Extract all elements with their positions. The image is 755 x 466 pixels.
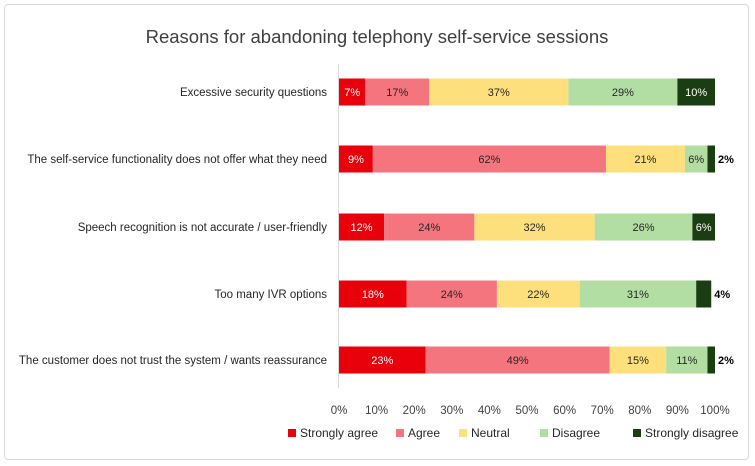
bar-strongly-disagree <box>707 145 715 173</box>
category-label: The self-service functionality does not … <box>27 154 327 166</box>
bar-strongly-agree <box>339 280 407 308</box>
x-tick-label: 40% <box>478 405 501 417</box>
data-label: 17% <box>386 87 408 99</box>
legend-swatch-agree <box>396 429 404 437</box>
bar-strongly-agree <box>339 213 385 241</box>
bar-disagree <box>594 213 693 241</box>
data-label: 11% <box>676 355 697 367</box>
x-tick-label: 20% <box>403 405 426 417</box>
data-label: 9% <box>348 154 364 166</box>
bar-neutral <box>605 145 685 173</box>
legend: Strongly agree Agree Neutral Disagree Strong… <box>288 426 739 440</box>
legend-label-disagree: Disagree <box>552 426 600 440</box>
data-label: 21% <box>634 154 656 166</box>
bar-agree <box>425 346 610 374</box>
data-label: 2% <box>718 154 734 166</box>
bar-strongly-agree <box>339 78 366 106</box>
data-label: 18% <box>362 289 384 301</box>
bar-strongly-agree <box>339 145 373 173</box>
data-label: 22% <box>527 289 549 301</box>
data-label: 23% <box>371 355 393 367</box>
data-label: 37% <box>488 87 510 99</box>
bar-strongly-agree <box>339 346 426 374</box>
legend-swatch-disagree <box>540 429 548 437</box>
plot-area: 7% 17% 37% 29% 10% 9% 62% 21% 6% 2% 12% 24% 32% 26% 6%… <box>339 78 734 374</box>
legend-swatch-strongly-agree <box>288 429 296 437</box>
bar-neutral <box>496 280 580 308</box>
data-label: 62% <box>478 154 500 166</box>
x-tick-label: 30% <box>440 405 463 417</box>
x-tick-label: 60% <box>553 405 576 417</box>
bar-strongly-disagree <box>692 213 715 241</box>
x-tick-label: 80% <box>628 405 651 417</box>
x-tick-label: 10% <box>365 405 388 417</box>
x-tick-label: 70% <box>591 405 614 417</box>
data-label: 24% <box>418 222 440 234</box>
bar-strongly-disagree <box>707 346 715 374</box>
legend-swatch-strongly-disagree <box>633 429 641 437</box>
category-label: The customer does not trust the system /… <box>19 355 327 367</box>
bar-neutral <box>609 346 667 374</box>
data-label: 6% <box>696 222 712 234</box>
data-label: 49% <box>507 355 529 367</box>
bar-disagree <box>684 145 708 173</box>
data-label: 4% <box>714 289 730 301</box>
legend-label-agree: Agree <box>408 426 440 440</box>
data-label: 2% <box>718 355 734 367</box>
category-label: Excessive security questions <box>180 87 327 99</box>
bar-strongly-disagree <box>677 78 715 106</box>
x-axis-ticks: 0% 10% 20% 30% 40% 50% 60% 70% 80% 90% 100% <box>331 405 730 417</box>
legend-label-neutral: Neutral <box>471 426 510 440</box>
data-label: 29% <box>612 87 634 99</box>
data-label: 12% <box>351 222 373 234</box>
bar-agree <box>365 78 430 106</box>
data-label: 15% <box>627 355 649 367</box>
legend-label-strongly-agree: Strongly agree <box>300 426 378 440</box>
bar-agree <box>406 280 497 308</box>
x-tick-label: 90% <box>666 405 689 417</box>
data-label: 26% <box>633 222 655 234</box>
bar-strongly-disagree <box>696 280 712 308</box>
data-label: 6% <box>688 154 704 166</box>
category-label: Too many IVR options <box>214 289 327 301</box>
bar-agree <box>372 145 606 173</box>
data-label: 10% <box>685 87 707 99</box>
data-label: 31% <box>627 289 649 301</box>
x-tick-label: 100% <box>700 405 729 417</box>
bar-disagree <box>579 280 697 308</box>
bar-agree <box>384 213 475 241</box>
chart-title: Reasons for abandoning telephony self-se… <box>146 26 609 47</box>
data-label: 7% <box>344 87 360 99</box>
legend-swatch-neutral <box>459 429 467 437</box>
data-label: 32% <box>524 222 546 234</box>
category-labels: Excessive security questions The self-ser… <box>19 87 327 367</box>
category-label: Speech recognition is not accurate / use… <box>78 222 328 234</box>
x-tick-label: 50% <box>515 405 538 417</box>
bar-disagree <box>666 346 708 374</box>
bar-neutral <box>429 78 569 106</box>
bar-disagree <box>568 78 678 106</box>
bar-neutral <box>474 213 595 241</box>
x-tick-label: 0% <box>331 405 348 417</box>
legend-label-strongly-disagree: Strongly disagree <box>645 426 739 440</box>
data-label: 24% <box>441 289 463 301</box>
